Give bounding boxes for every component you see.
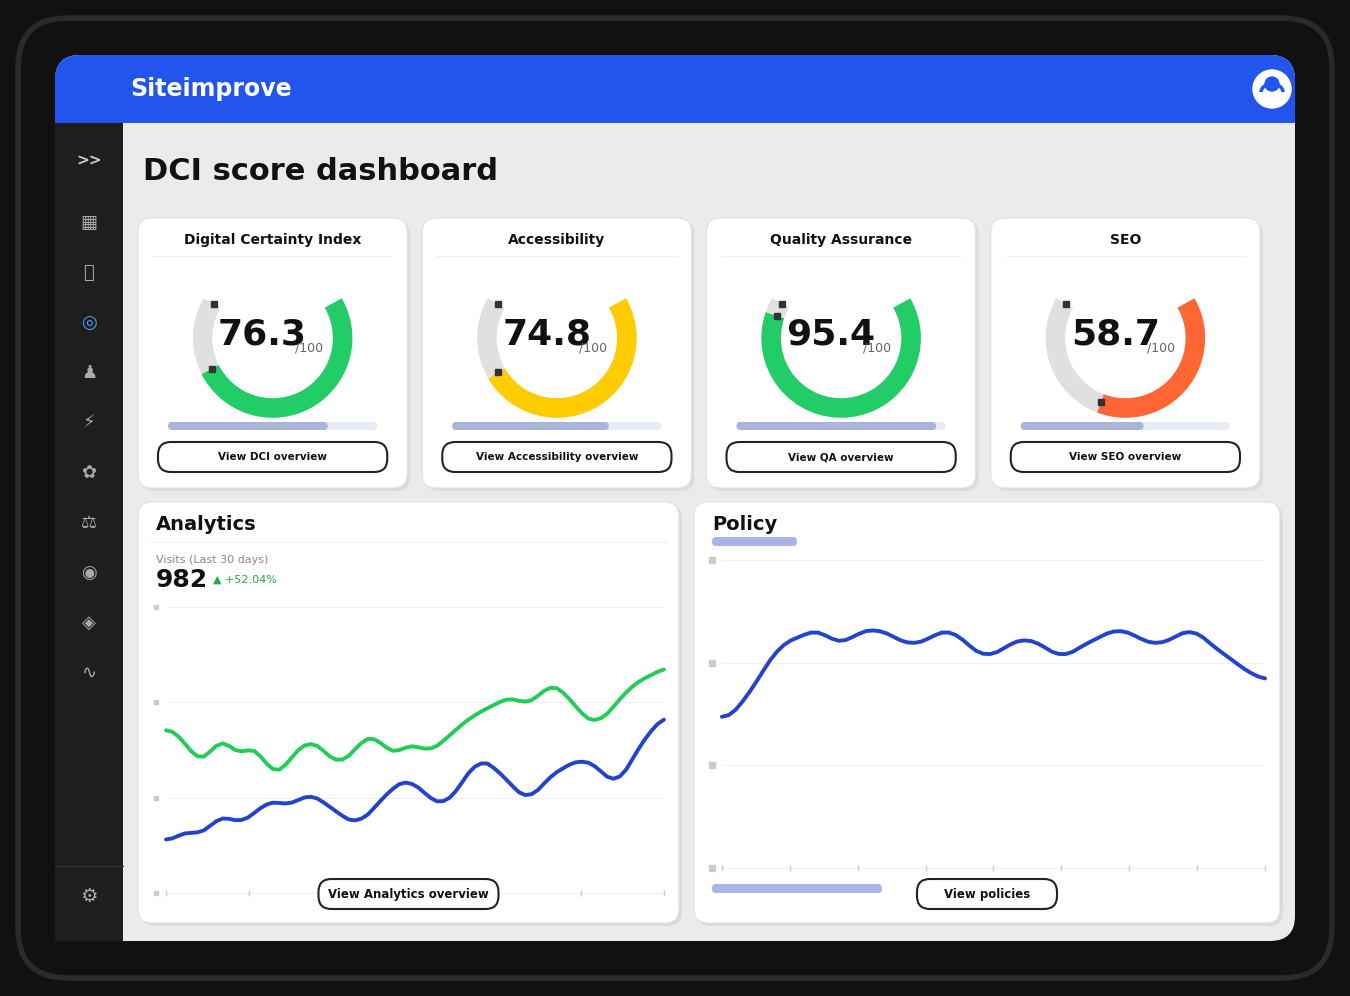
Text: ✿: ✿ <box>81 464 97 482</box>
FancyBboxPatch shape <box>710 221 979 491</box>
Text: Digital Certainty Index: Digital Certainty Index <box>184 233 362 247</box>
FancyBboxPatch shape <box>1021 422 1143 430</box>
FancyBboxPatch shape <box>140 221 410 491</box>
Text: View Analytics overview: View Analytics overview <box>328 887 489 900</box>
Text: /100: /100 <box>863 342 891 355</box>
FancyBboxPatch shape <box>1021 422 1230 430</box>
FancyBboxPatch shape <box>991 218 1260 488</box>
FancyBboxPatch shape <box>138 502 679 923</box>
Text: /100: /100 <box>294 342 323 355</box>
Text: Quality Assurance: Quality Assurance <box>769 233 913 247</box>
FancyBboxPatch shape <box>55 55 1295 123</box>
Text: View SEO overview: View SEO overview <box>1069 452 1181 462</box>
FancyBboxPatch shape <box>706 218 976 488</box>
FancyBboxPatch shape <box>425 221 694 491</box>
Text: 58.7: 58.7 <box>1071 317 1160 351</box>
FancyBboxPatch shape <box>55 123 123 941</box>
FancyBboxPatch shape <box>452 422 609 430</box>
Text: Siteimprove: Siteimprove <box>130 77 292 101</box>
Text: Analytics: Analytics <box>157 515 256 534</box>
FancyBboxPatch shape <box>443 442 671 472</box>
Text: /100: /100 <box>579 342 608 355</box>
FancyBboxPatch shape <box>737 422 946 430</box>
Circle shape <box>1265 77 1278 91</box>
FancyBboxPatch shape <box>726 442 956 472</box>
FancyBboxPatch shape <box>55 55 1295 941</box>
FancyBboxPatch shape <box>319 879 498 909</box>
Text: >>: >> <box>76 153 101 168</box>
FancyBboxPatch shape <box>737 422 936 430</box>
Text: 74.8: 74.8 <box>502 317 591 351</box>
Bar <box>55 75 1295 123</box>
Text: Accessibility: Accessibility <box>508 233 606 247</box>
Text: ⚡: ⚡ <box>82 414 96 432</box>
Bar <box>55 97 1295 123</box>
FancyBboxPatch shape <box>917 879 1057 909</box>
Text: View Accessibility overview: View Accessibility overview <box>475 452 639 462</box>
Text: View DCI overview: View DCI overview <box>219 452 327 462</box>
Text: 95.4: 95.4 <box>787 317 876 351</box>
Text: SEO: SEO <box>1110 233 1141 247</box>
Text: ◉: ◉ <box>81 564 97 582</box>
FancyBboxPatch shape <box>1011 442 1241 472</box>
Text: ◎: ◎ <box>81 314 97 332</box>
Text: ♟: ♟ <box>81 364 97 382</box>
Text: View policies: View policies <box>944 887 1030 900</box>
FancyBboxPatch shape <box>167 422 377 430</box>
Text: /100: /100 <box>1148 342 1176 355</box>
FancyBboxPatch shape <box>994 221 1264 491</box>
FancyBboxPatch shape <box>158 442 387 472</box>
Bar <box>99 916 123 941</box>
FancyBboxPatch shape <box>711 884 882 893</box>
FancyBboxPatch shape <box>697 505 1282 926</box>
Text: View QA overview: View QA overview <box>788 452 894 462</box>
Text: DCI score dashboard: DCI score dashboard <box>143 156 498 185</box>
Text: ∿: ∿ <box>81 664 97 682</box>
FancyBboxPatch shape <box>167 422 328 430</box>
Text: ⚖: ⚖ <box>81 514 97 532</box>
Text: 982: 982 <box>157 568 208 592</box>
FancyBboxPatch shape <box>138 218 408 488</box>
FancyBboxPatch shape <box>711 537 796 546</box>
Text: 💡: 💡 <box>84 264 95 282</box>
FancyBboxPatch shape <box>452 422 662 430</box>
Bar <box>55 123 123 148</box>
Text: Policy: Policy <box>711 515 778 534</box>
Circle shape <box>1253 70 1291 108</box>
Text: ⚙: ⚙ <box>80 886 97 905</box>
Text: ▦: ▦ <box>81 214 97 232</box>
FancyBboxPatch shape <box>423 218 691 488</box>
Text: ◈: ◈ <box>82 614 96 632</box>
FancyBboxPatch shape <box>694 502 1280 923</box>
FancyBboxPatch shape <box>18 18 1332 978</box>
Text: 76.3: 76.3 <box>219 317 306 351</box>
Text: ▲ +52.04%: ▲ +52.04% <box>213 575 277 585</box>
FancyBboxPatch shape <box>140 505 682 926</box>
Bar <box>55 123 123 941</box>
Text: Visits (Last 30 days): Visits (Last 30 days) <box>157 555 269 565</box>
